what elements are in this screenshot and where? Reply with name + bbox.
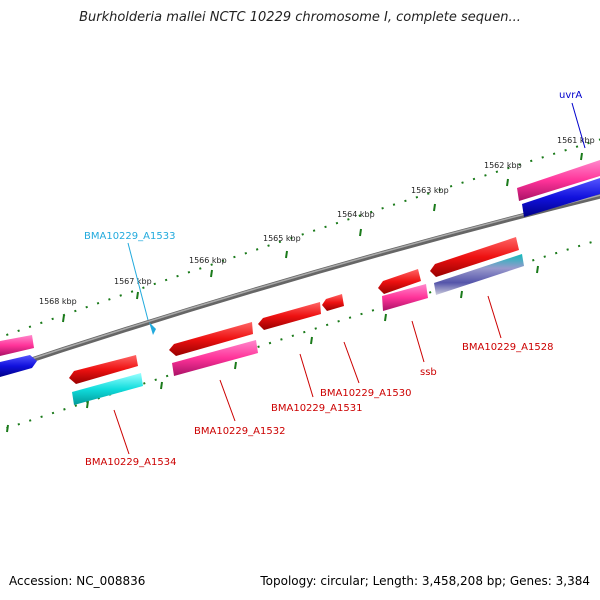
feature-block[interactable] <box>258 302 321 330</box>
feature-block[interactable] <box>522 178 600 217</box>
inner-major-ticks <box>6 265 539 433</box>
gene-label[interactable]: BMA10229_A1533 <box>84 231 175 242</box>
feature-block[interactable] <box>72 373 143 405</box>
topology-info-text: Topology: circular; Length: 3,458,208 bp… <box>260 574 590 588</box>
outer-tick-ring <box>0 138 600 339</box>
feature-block[interactable] <box>434 254 524 295</box>
feature-block[interactable] <box>169 322 253 356</box>
tick-label: 1568 kbp <box>39 297 77 306</box>
tick-label: 1562 kbp <box>484 161 522 170</box>
feature-block[interactable] <box>322 294 344 311</box>
feature-block[interactable] <box>382 284 428 311</box>
feature-block[interactable] <box>378 269 421 294</box>
gene-label[interactable]: ssb <box>420 367 437 378</box>
scale-labels: 1561 kbp 1562 kbp 1563 kbp 1564 kbp 1565… <box>39 136 595 306</box>
tick-label: 1563 kbp <box>411 186 449 195</box>
feature-block[interactable] <box>430 237 519 277</box>
feature-block[interactable] <box>0 355 37 377</box>
tick-label: 1561 kbp <box>557 136 595 145</box>
gene-label[interactable]: BMA10229_A1531 <box>271 403 362 414</box>
map-title: Burkholderia mallei NCTC 10229 chromosom… <box>79 10 521 25</box>
tick-label: 1565 kbp <box>263 234 301 243</box>
feature-blocks[interactable] <box>0 160 600 405</box>
gene-labels[interactable]: uvrA BMA10229_A1533 BMA10229_A1528 ssb B… <box>84 90 582 468</box>
tick-label: 1567 kbp <box>114 277 152 286</box>
feature-block[interactable] <box>0 335 34 356</box>
backbone <box>0 193 600 373</box>
accession-text: Accession: NC_008836 <box>9 574 146 588</box>
gene-label[interactable]: BMA10229_A1528 <box>462 342 553 353</box>
feature-block[interactable] <box>69 355 138 384</box>
outer-major-ticks <box>62 152 583 323</box>
leader-lines <box>113 102 586 455</box>
gene-label[interactable]: BMA10229_A1534 <box>85 457 176 468</box>
gene-label[interactable]: BMA10229_A1532 <box>194 426 285 437</box>
feature-block[interactable] <box>172 340 258 376</box>
tick-label: 1566 kbp <box>189 256 227 265</box>
tick-label: 1564 kbp <box>337 210 375 219</box>
gene-label[interactable]: BMA10229_A1530 <box>320 388 411 399</box>
feature-block[interactable] <box>149 322 156 335</box>
feature-block[interactable] <box>517 160 600 201</box>
gene-label[interactable]: uvrA <box>559 90 582 101</box>
